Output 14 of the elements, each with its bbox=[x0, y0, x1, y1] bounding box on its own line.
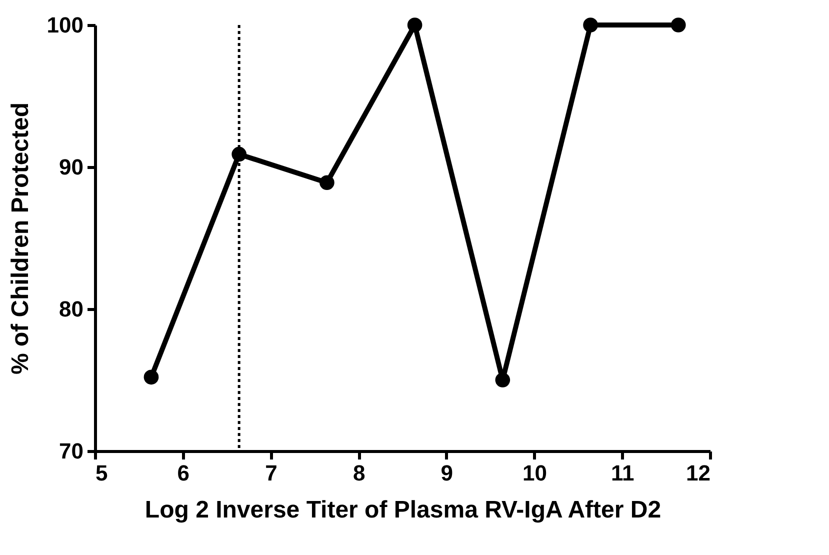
y-tick-label: 100 bbox=[46, 12, 84, 38]
y-tick-label: 70 bbox=[59, 438, 84, 464]
y-axis-title: % of Children Protected bbox=[6, 102, 34, 375]
y-tick-label: 90 bbox=[59, 154, 84, 180]
x-tick-label: 10 bbox=[522, 460, 548, 486]
x-axis-title: Log 2 Inverse Titer of Plasma RV-IgA After D2 bbox=[144, 496, 662, 524]
x-tick-label: 7 bbox=[265, 460, 278, 486]
x-tick-label: 8 bbox=[352, 460, 366, 486]
x-tick-label: 6 bbox=[177, 460, 190, 486]
x-tick-label: 9 bbox=[440, 460, 454, 486]
x-tick-label: 5 bbox=[96, 460, 108, 486]
x-tick-label: 11 bbox=[611, 460, 634, 486]
x-tick-label: 12 bbox=[686, 460, 710, 486]
y-tick-label: 80 bbox=[59, 296, 84, 322]
